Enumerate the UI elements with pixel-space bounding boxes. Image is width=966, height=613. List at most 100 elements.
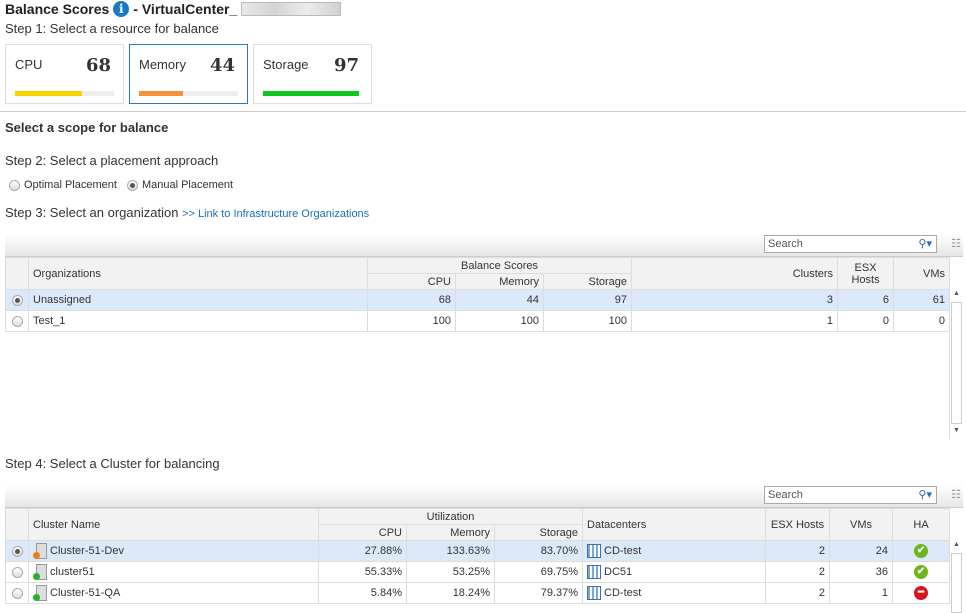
radio-icon[interactable] (11, 587, 23, 599)
column-options-icon[interactable]: ☷ (951, 238, 961, 250)
memory-score: 100 (455, 310, 544, 332)
search-icon[interactable]: ⚲▾ (918, 489, 932, 501)
row-select[interactable] (5, 310, 29, 332)
radio-icon[interactable] (126, 179, 138, 191)
divider (0, 111, 966, 112)
scroll-up-icon[interactable]: ▲ (953, 541, 960, 548)
header-storage[interactable]: Storage (542, 273, 633, 290)
select-header (5, 508, 29, 541)
cluster-name: cluster51 (28, 561, 319, 583)
header-utilization: Utilization (317, 508, 584, 525)
cpu-util: 55.33% (318, 561, 407, 583)
redacted-name (241, 2, 342, 16)
scroll-up-icon[interactable]: ▲ (953, 290, 960, 297)
score-bar-fill (139, 91, 183, 96)
cluster-icon (33, 543, 47, 559)
cluster-name-text: Cluster-51-Dev (50, 544, 124, 557)
org-search-input[interactable]: Search ⚲▾ (764, 235, 937, 253)
resource-card-cpu[interactable]: CPU 68 (5, 44, 124, 104)
row-select[interactable] (5, 561, 29, 583)
select-header (5, 257, 29, 290)
datacenter-name: CD-test (604, 586, 642, 599)
header-cluster-name[interactable]: Cluster Name (28, 508, 319, 541)
cluster-icon (33, 564, 47, 580)
vms-count: 61 (893, 289, 951, 311)
cluster-row[interactable]: Cluster-51-Dev 27.88% 133.63% 83.70% CD-test… (5, 540, 951, 562)
scroll-down-icon[interactable]: ▼ (953, 427, 960, 434)
resource-card-memory[interactable]: Memory 44 (129, 44, 248, 104)
org-row[interactable]: Unassigned 68 44 97 3 6 61 (5, 289, 951, 311)
datacenter: CD-test (582, 540, 767, 562)
storage-score: 97 (542, 289, 633, 311)
row-select[interactable] (5, 289, 29, 311)
cluster-scrollbar[interactable]: ▲ (949, 541, 963, 613)
info-icon[interactable]: i (113, 1, 130, 17)
cpu-score: 68 (367, 289, 456, 311)
cluster-name-text: Cluster-51-QA (50, 586, 121, 599)
optimal-placement-radio[interactable]: Optimal Placement (9, 179, 117, 191)
org-toolbar: Search ⚲▾ ☷ (5, 233, 963, 257)
header-vms[interactable]: VMs (829, 508, 894, 541)
step3-label: Step 3: Select an organization >> Link t… (5, 205, 369, 220)
radio-icon[interactable] (11, 545, 23, 557)
header-ha[interactable]: HA (892, 508, 951, 541)
row-select[interactable] (5, 582, 29, 604)
header-datacenters[interactable]: Datacenters (582, 508, 767, 541)
header-esx-hosts[interactable]: ESX Hosts (765, 508, 831, 541)
scroll-thumb[interactable] (951, 553, 962, 613)
header-memory[interactable]: Memory (406, 524, 495, 541)
datacenter: CD-test (582, 582, 767, 604)
org-row[interactable]: Test_1 100 100 100 1 0 0 (5, 310, 951, 332)
org-table: Organizations Balance Scores Clusters ESX H… (5, 257, 951, 332)
score-bar-fill (263, 91, 360, 96)
esx-hosts-count: 6 (837, 289, 895, 311)
cluster-row[interactable]: cluster51 55.33% 53.25% 69.75% DC51 2 36 ✔ (5, 561, 951, 583)
score-bar (15, 91, 114, 96)
header-esx-hosts[interactable]: ESX Hosts (837, 257, 895, 290)
esx-hosts-count: 0 (837, 310, 895, 332)
cluster-table: Cluster Name Utilization Datacenters ESX Ho… (5, 508, 951, 604)
step4-label: Step 4: Select a Cluster for balancing (5, 456, 220, 471)
clusters-count: 1 (631, 310, 839, 332)
cluster-name-text: cluster51 (50, 565, 95, 578)
header-cpu[interactable]: CPU (367, 273, 456, 290)
cpu-util: 27.88% (318, 540, 407, 562)
radio-icon[interactable] (11, 294, 23, 306)
storage-util: 69.75% (493, 561, 584, 583)
vms-count: 24 (829, 540, 894, 562)
ha-status: ✔ (892, 561, 951, 583)
cluster-row[interactable]: Cluster-51-QA 5.84% 18.24% 79.37% CD-test 2 1 ━ (5, 582, 951, 604)
scroll-thumb[interactable] (951, 302, 962, 424)
search-icon[interactable]: ⚲▾ (918, 238, 932, 250)
header-vms[interactable]: VMs (893, 257, 951, 290)
resource-card-storage[interactable]: Storage 97 (253, 44, 372, 104)
resource-label: Storage (263, 57, 309, 72)
esx-hosts-count: 2 (765, 582, 831, 604)
org-scrollbar[interactable]: ▲ ▼ (949, 290, 963, 439)
manual-placement-radio[interactable]: Manual Placement (126, 179, 233, 191)
score-bar (263, 91, 362, 96)
radio-icon[interactable] (11, 566, 23, 578)
cluster-name: Cluster-51-QA (28, 582, 319, 604)
row-select[interactable] (5, 540, 29, 562)
vms-count: 1 (829, 582, 894, 604)
resource-score: 97 (333, 55, 359, 76)
header-clusters[interactable]: Clusters (631, 257, 839, 290)
radio-icon[interactable] (11, 315, 23, 327)
esx-hosts-count: 2 (765, 561, 831, 583)
header-storage[interactable]: Storage (493, 524, 584, 541)
search-placeholder: Search (768, 238, 803, 250)
storage-util: 79.37% (493, 582, 584, 604)
header-memory[interactable]: Memory (455, 273, 544, 290)
radio-icon[interactable] (9, 179, 20, 191)
header-organizations[interactable]: Organizations (28, 257, 368, 290)
header-cpu[interactable]: CPU (318, 524, 407, 541)
cluster-search-input[interactable]: Search ⚲▾ (764, 486, 937, 504)
resource-score: 44 (209, 55, 235, 76)
infrastructure-org-link[interactable]: >> Link to Infrastructure Organizations (182, 208, 370, 220)
memory-util: 18.24% (406, 582, 495, 604)
cluster-name: Cluster-51-Dev (28, 540, 319, 562)
datacenter-name: DC51 (604, 565, 633, 578)
ha-ok-icon: ✔ (914, 565, 929, 579)
column-options-icon[interactable]: ☷ (951, 489, 961, 501)
